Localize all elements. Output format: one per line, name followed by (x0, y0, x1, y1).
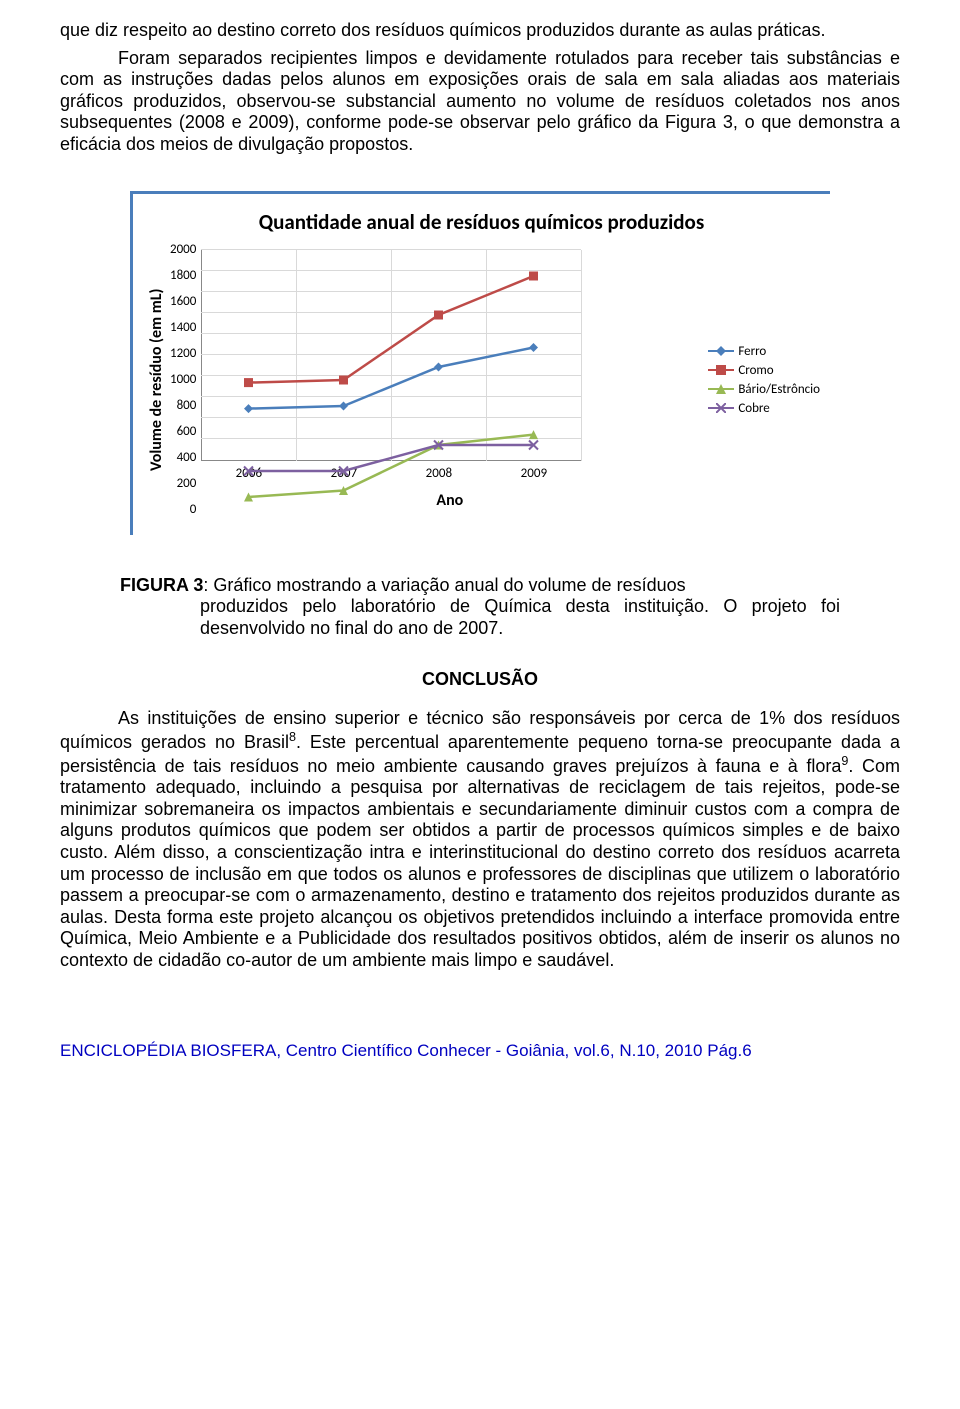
legend-label: Bário/Estrôncio (738, 382, 820, 397)
x-axis-label: Ano (201, 481, 698, 510)
intro-paragraph: que diz respeito ao destino correto dos … (60, 20, 900, 42)
page-footer: ENCICLOPÉDIA BIOSFERA, Centro Científico… (60, 1041, 900, 1061)
x-ticks: 2006 2007 2008 2009 (201, 461, 581, 481)
conclusion-text-3: . Com tratamento adequado, incluindo a p… (60, 756, 900, 970)
legend-swatch (708, 363, 734, 377)
legend-swatch (708, 382, 734, 396)
legend-label: Ferro (738, 344, 766, 359)
figure-text-2: produzidos pelo laboratório de Química d… (120, 596, 840, 639)
figure-text-1: : Gráfico mostrando a variação anual do … (203, 575, 685, 595)
x-tick: 2006 (236, 466, 262, 481)
legend-label: Cobre (738, 401, 769, 416)
x-tick: 2009 (521, 466, 547, 481)
superscript-8: 8 (289, 730, 296, 744)
legend: Ferro Cromo Bário/Estrôncio Cobre (698, 250, 820, 510)
legend-item: Cobre (708, 401, 820, 416)
y-ticks: 0200400600800100012001400160018002000 (170, 250, 201, 510)
main-paragraph: Foram separados recipientes limpos e dev… (60, 48, 900, 156)
legend-item: Ferro (708, 344, 820, 359)
plot-area (201, 250, 581, 461)
conclusion-paragraph: As instituições de ensino superior e téc… (60, 708, 900, 971)
legend-item: Cromo (708, 363, 820, 378)
figure-label: FIGURA 3 (120, 575, 203, 595)
chart-container: Quantidade anual de resíduos químicos pr… (130, 191, 830, 535)
x-tick: 2008 (426, 466, 452, 481)
legend-label: Cromo (738, 363, 773, 378)
legend-swatch (708, 344, 734, 358)
x-tick: 2007 (331, 466, 357, 481)
legend-item: Bário/Estrôncio (708, 382, 820, 397)
conclusion-heading: CONCLUSÃO (60, 669, 900, 690)
y-axis-label: Volume de resíduo (em mL) (143, 250, 170, 510)
chart-title: Quantidade anual de resíduos químicos pr… (143, 209, 820, 235)
figure-caption: FIGURA 3: Gráfico mostrando a variação a… (120, 575, 840, 640)
legend-swatch (708, 401, 734, 415)
